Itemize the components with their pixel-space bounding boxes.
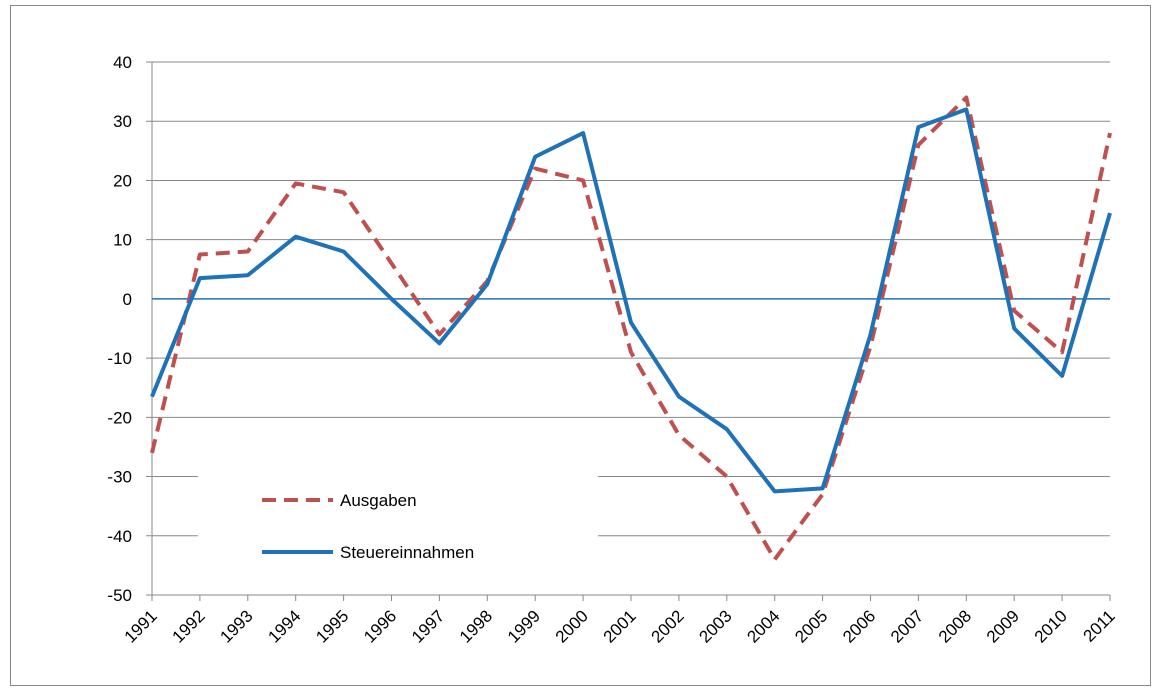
y-tick-label: 10 — [113, 231, 132, 250]
legend-box — [198, 475, 598, 592]
y-tick-label: -50 — [107, 586, 132, 605]
series-line — [150, 107, 1112, 494]
y-tick-label: -40 — [107, 527, 132, 546]
legend-label: Ausgaben — [340, 491, 417, 510]
y-tick-label: 30 — [113, 112, 132, 131]
y-tick-label: -10 — [107, 349, 132, 368]
y-tick-label: 20 — [113, 171, 132, 190]
y-tick-label: 0 — [123, 290, 132, 309]
y-tick-label: 40 — [113, 53, 132, 72]
y-tick-label: -20 — [107, 408, 132, 427]
legend-label: Steuereinnahmen — [340, 543, 474, 562]
y-tick-label: -30 — [107, 468, 132, 487]
